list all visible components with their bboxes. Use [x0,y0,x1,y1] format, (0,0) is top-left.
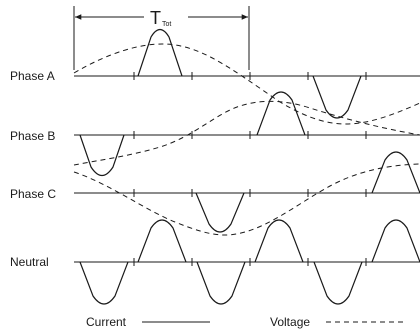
neutral-pulse-2-negative [196,261,246,305]
period-symbol: T [150,8,161,28]
neutral-current [79,219,420,305]
phase-c-voltage [73,163,420,236]
neutral-pulse-2-positive [254,219,304,263]
phase-b-voltage [73,100,420,166]
neutral-pulse-3-negative [313,261,363,305]
phase-b-current [79,91,306,177]
legend-current-line [142,321,210,323]
row-label-phase-c: Phase C [10,187,57,201]
baselines [74,75,420,263]
phase-a-current [137,28,362,119]
neutral-pulse-1-positive [137,219,187,263]
voltage-waves [73,43,420,236]
row-label-phase-a: Phase A [10,69,55,83]
period-subscript: Tot [162,21,172,28]
neutral-pulse-3-positive [371,219,420,263]
phase-c-pulse-positive [371,151,420,194]
tick-marks [133,72,367,266]
phase-a-voltage [73,43,420,125]
phase-a-pulse-positive [137,28,183,77]
period-dimension [73,6,250,70]
neutral-pulse-1-negative [79,261,129,305]
row-label-phase-b: Phase B [10,129,56,143]
legend-voltage-label: Voltage [270,315,311,329]
legend-voltage-line [326,321,404,323]
phase-a-pulse-negative [312,75,362,119]
row-label-neutral: Neutral [10,255,49,269]
period-label: TTot [150,8,172,29]
phase-b-pulse-positive [256,91,306,136]
phase-b-pulse-negative [79,134,125,177]
legend-current-label: Current [86,315,127,329]
phase-c-current [195,151,420,233]
phase-c-pulse-negative [195,192,245,233]
